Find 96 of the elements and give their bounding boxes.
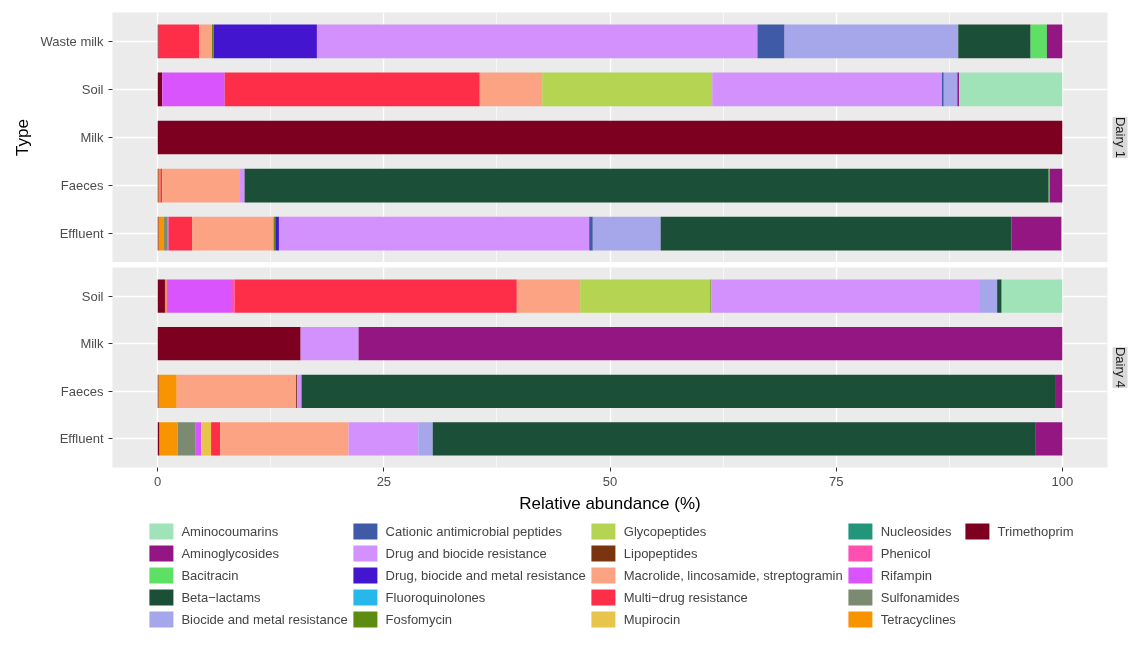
legend-label: Bacitracin	[181, 566, 239, 585]
bar	[1055, 374, 1063, 408]
bar	[1049, 168, 1063, 203]
bar	[712, 72, 942, 107]
bar	[157, 279, 165, 313]
text: Dairy 4	[1112, 346, 1128, 389]
legend-label: Phenicol	[880, 544, 931, 563]
y-tick-label: Milk	[80, 336, 104, 352]
bar	[244, 168, 1049, 203]
bar	[158, 216, 165, 251]
y-tick-label: Waste milk	[40, 33, 104, 49]
bar	[757, 24, 785, 59]
y-tick-label: Faeces	[60, 178, 104, 194]
legend-label: Rifampin	[880, 566, 933, 585]
bar	[231, 279, 235, 313]
bar	[297, 374, 302, 408]
legend-label: Fosfomycin	[385, 610, 453, 629]
y-tick-label: Effluent	[59, 431, 104, 447]
bar	[224, 72, 480, 107]
bar	[157, 120, 1063, 155]
y-tick-label: Soil	[81, 81, 104, 97]
bar	[162, 168, 241, 203]
bar	[278, 216, 590, 251]
legend-label: Glycopeptides	[623, 522, 707, 541]
bar	[580, 279, 711, 313]
bar	[168, 216, 193, 251]
bar	[784, 24, 959, 59]
bar	[711, 279, 980, 313]
x-tick-label: 100	[1051, 473, 1074, 489]
bar	[166, 279, 231, 313]
y-tick-label: Soil	[81, 288, 104, 304]
x-tick-label: 75	[828, 473, 844, 489]
bar	[959, 72, 1063, 107]
y-axis-title: Type	[13, 119, 33, 156]
bar	[542, 72, 713, 107]
bar	[301, 374, 1056, 408]
bar	[348, 422, 419, 456]
bar	[213, 24, 317, 59]
bar	[432, 422, 1036, 456]
bar	[300, 327, 359, 361]
legend-label: Drug, biocide and metal resistance	[385, 566, 586, 585]
bar	[201, 422, 212, 456]
legend-label: Tetracyclines	[880, 610, 956, 629]
bar	[234, 279, 517, 313]
bar	[158, 24, 200, 59]
bar	[943, 72, 958, 107]
legend-label: Mupirocin	[623, 610, 681, 629]
x-tick-label: 25	[376, 473, 392, 489]
legend-label: Drug and biocide resistance	[385, 544, 547, 563]
bar	[516, 279, 581, 313]
bar	[220, 422, 349, 456]
bar	[177, 422, 196, 456]
bar	[479, 72, 543, 107]
legend-label: Aminocoumarins	[181, 522, 279, 541]
x-axis-title: Relative abundance (%)	[519, 493, 701, 513]
legend-label: Cationic antimicrobial peptides	[385, 522, 562, 541]
bar	[1030, 24, 1047, 59]
bar	[958, 24, 1031, 59]
bar	[1001, 279, 1063, 313]
legend-label: Lipopeptides	[623, 544, 698, 563]
legend-label: Beta−lactams	[181, 588, 261, 607]
x-tick-label: 0	[154, 473, 162, 489]
bar	[159, 422, 178, 456]
legend-label: Macrolide, lincosamide, streptogramin	[623, 566, 843, 585]
bar	[211, 422, 221, 456]
bar	[979, 279, 998, 313]
y-tick-label: Faeces	[60, 383, 104, 399]
bar	[997, 279, 1002, 313]
bar	[162, 72, 225, 107]
bar	[199, 24, 212, 59]
legend-label: Aminoglycosides	[181, 544, 279, 563]
bar	[358, 327, 1063, 361]
legend-label: Trimethoprim	[997, 522, 1074, 541]
legend-label: Sulfonamides	[880, 588, 960, 607]
x-tick-label: 50	[602, 473, 618, 489]
text: Dairy 1	[1112, 116, 1128, 159]
y-tick-label: Effluent	[59, 226, 104, 242]
bar	[418, 422, 433, 456]
bar	[589, 216, 593, 251]
bar	[195, 422, 202, 456]
bar	[1011, 216, 1062, 251]
legend-label: Multi−drug resistance	[623, 588, 748, 607]
legend-label: Nucleosides	[880, 522, 952, 541]
bar	[592, 216, 661, 251]
bar	[192, 216, 274, 251]
bar	[158, 374, 177, 408]
bar	[316, 24, 758, 59]
bar	[660, 216, 1012, 251]
bar	[157, 327, 301, 361]
legend-label: Fluoroquinolones	[385, 588, 486, 607]
bar	[1046, 24, 1063, 59]
legend-label: Biocide and metal resistance	[181, 610, 348, 629]
bar	[240, 168, 245, 203]
bar	[176, 374, 297, 408]
bar	[1035, 422, 1063, 456]
y-tick-label: Milk	[80, 130, 104, 145]
